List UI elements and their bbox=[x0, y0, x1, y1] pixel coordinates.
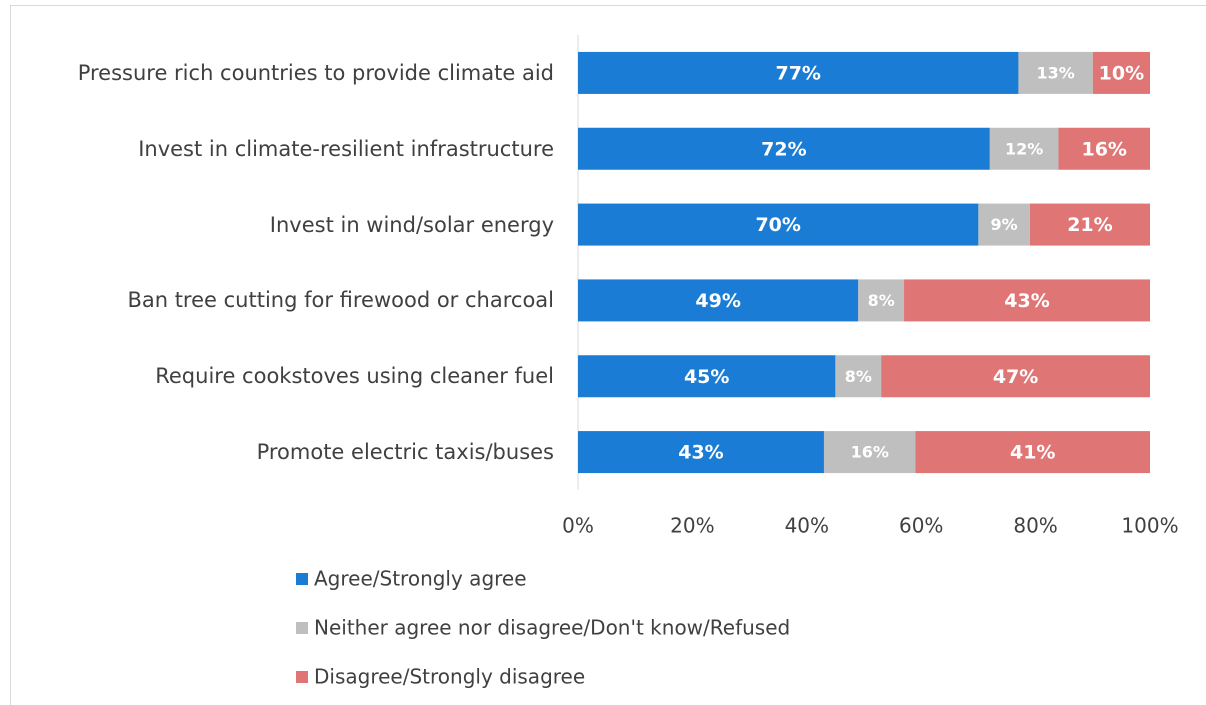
legend-swatch bbox=[296, 622, 308, 634]
bar-segment bbox=[858, 279, 905, 322]
legend-swatch bbox=[296, 671, 308, 683]
bar-segment bbox=[904, 279, 1150, 322]
value-label: 10% bbox=[1099, 62, 1144, 84]
legend-label: Agree/Strongly agree bbox=[314, 567, 527, 591]
x-tick-label: 80% bbox=[1013, 514, 1057, 538]
bar-segment bbox=[835, 355, 882, 398]
value-label: 49% bbox=[695, 290, 740, 312]
legend-label: Neither agree nor disagree/Don't know/Re… bbox=[314, 616, 790, 640]
bar-segment bbox=[978, 203, 1030, 246]
category-label: Invest in wind/solar energy bbox=[269, 212, 554, 237]
category-label: Ban tree cutting for firewood or charcoa… bbox=[127, 288, 554, 313]
legend-label: Disagree/Strongly disagree bbox=[314, 665, 585, 689]
value-label: 47% bbox=[993, 366, 1038, 388]
category-label: Require cookstoves using cleaner fuel bbox=[155, 364, 554, 389]
bar-segment bbox=[1092, 51, 1150, 94]
legend-swatch bbox=[296, 573, 308, 585]
chart-frame bbox=[10, 5, 1206, 705]
bar-segment bbox=[578, 431, 824, 474]
value-label: 8% bbox=[868, 291, 895, 310]
category-label: Promote electric taxis/buses bbox=[256, 440, 554, 465]
x-tick-label: 20% bbox=[670, 514, 714, 538]
category-label: Invest in climate-resilient infrastructu… bbox=[138, 136, 554, 161]
bar-segment bbox=[578, 279, 859, 322]
bar-segment bbox=[1018, 51, 1093, 94]
bar-segment bbox=[881, 355, 1150, 398]
bar-segment bbox=[823, 431, 916, 474]
value-label: 21% bbox=[1067, 214, 1112, 236]
value-label: 16% bbox=[1081, 138, 1126, 160]
bar-segment bbox=[1058, 127, 1150, 170]
x-tick-label: 100% bbox=[1121, 514, 1178, 538]
value-label: 72% bbox=[761, 138, 806, 160]
bar-segment bbox=[578, 355, 836, 398]
x-tick-label: 60% bbox=[899, 514, 943, 538]
x-tick-label: 0% bbox=[562, 514, 594, 538]
bar-segment bbox=[989, 127, 1059, 170]
bar-segment bbox=[578, 127, 990, 170]
value-label: 43% bbox=[1004, 290, 1049, 312]
value-label: 8% bbox=[845, 367, 872, 386]
value-label: 70% bbox=[755, 214, 800, 236]
value-label: 13% bbox=[1036, 63, 1074, 82]
value-label: 77% bbox=[775, 62, 820, 84]
category-label: Pressure rich countries to provide clima… bbox=[77, 60, 554, 85]
bar-segment bbox=[578, 203, 979, 246]
value-label: 45% bbox=[684, 366, 729, 388]
bar-segment bbox=[915, 431, 1150, 474]
bar-segment bbox=[578, 51, 1019, 94]
value-label: 43% bbox=[678, 442, 723, 464]
value-label: 41% bbox=[1010, 442, 1055, 464]
x-tick-label: 40% bbox=[785, 514, 829, 538]
value-label: 12% bbox=[1005, 139, 1043, 158]
value-label: 16% bbox=[851, 443, 889, 462]
value-label: 9% bbox=[991, 215, 1018, 234]
bar-segment bbox=[1029, 203, 1150, 246]
